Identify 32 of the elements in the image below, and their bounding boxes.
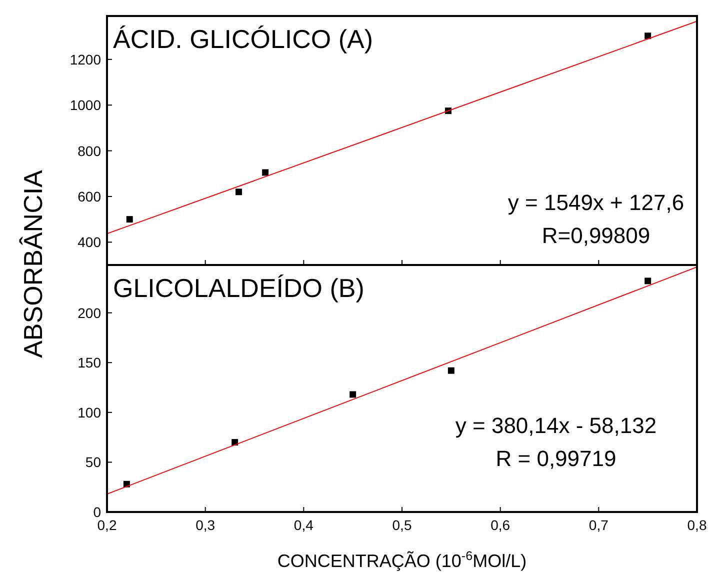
x-tick-label: 0,6 bbox=[490, 517, 510, 533]
y-tick-label: 100 bbox=[78, 404, 102, 420]
point bbox=[126, 216, 133, 223]
x-tick-label: 0,4 bbox=[294, 517, 314, 533]
point bbox=[448, 367, 454, 374]
y-tick-label: 1000 bbox=[70, 97, 102, 114]
y-axis-title: ABSORBÂNCIA bbox=[18, 169, 48, 358]
x-tick-label: 0,7 bbox=[588, 517, 609, 533]
annotation: R = 0,99719 bbox=[496, 446, 616, 471]
y-tick-label: 200 bbox=[78, 304, 102, 321]
y-tick-label: 400 bbox=[78, 234, 102, 250]
y-tick-label: 600 bbox=[78, 188, 102, 204]
y-tick-label: 50 bbox=[85, 454, 102, 470]
y-tick-label: 0 bbox=[93, 504, 102, 520]
x-tick-label: 0,2 bbox=[97, 517, 117, 533]
y-tick-label: 150 bbox=[78, 354, 102, 371]
x-tick-label: 0,5 bbox=[392, 517, 412, 533]
annotation: y = 1549x + 127,6 bbox=[508, 190, 684, 215]
point bbox=[644, 278, 652, 284]
y-tick-label: 800 bbox=[78, 142, 102, 159]
point bbox=[236, 188, 242, 196]
annotation: R=0,99809 bbox=[542, 223, 650, 248]
chart-title: GLICOLALDEÍDO (B) bbox=[113, 273, 364, 303]
x-axis-title: CONCENTRAÇÃO (10$^{-6}$MOl/L) bbox=[277, 549, 527, 571]
x-tick-label: 0,8 bbox=[687, 517, 707, 533]
chart-title: ÁCID. GLICÓLICO (A) bbox=[113, 24, 374, 54]
annotation: y = 380,14x - 58,132 bbox=[455, 413, 657, 438]
point bbox=[350, 391, 356, 398]
y-tick-label: 1200 bbox=[70, 51, 102, 68]
point bbox=[644, 32, 652, 40]
x-tick-label: 0,3 bbox=[196, 517, 216, 533]
point bbox=[262, 169, 269, 176]
